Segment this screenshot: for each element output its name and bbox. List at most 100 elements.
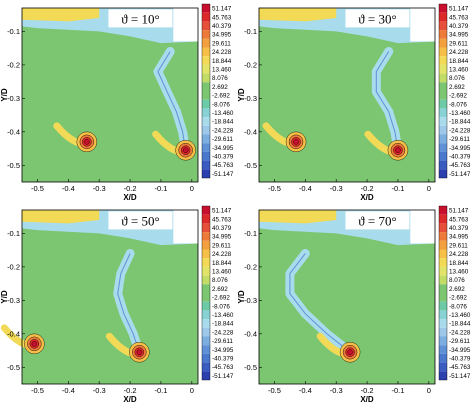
colorbar-swatch [439, 108, 447, 118]
vortex-core [293, 139, 299, 145]
colorbar-swatch [439, 232, 447, 241]
x-tick-label: -0.2 [361, 386, 374, 395]
colorbar-label: 18.844 [212, 260, 232, 267]
y-axis-label: Y/D [237, 290, 246, 304]
colorbar-swatch [202, 99, 210, 109]
x-tick-label: -0.3 [330, 386, 343, 395]
colorbar-label: 29.611 [212, 242, 231, 249]
colorbar-label: -8.076 [449, 101, 467, 108]
vortex-sheet-contour [117, 253, 140, 353]
colorbar-swatch [202, 125, 210, 135]
colorbar-label: 29.611 [449, 40, 468, 47]
x-tick-label: 0 [427, 184, 431, 193]
y-tick-label: -0.2 [244, 262, 257, 271]
colorbar-label: -51.147 [212, 373, 234, 380]
y-tick-label: -0.3 [244, 94, 257, 103]
colorbar-swatch [439, 143, 447, 152]
contour-plot: -0.5 -0.4 -0.3 -0.2 -0.1 0 -0.1 -0.2 -0.3 -0.4 -0.… [237, 3, 471, 202]
angle-label: ϑ = 50° [121, 213, 159, 228]
colorbar-label: 45.763 [449, 14, 469, 21]
colorbar-swatch [439, 125, 447, 135]
colorbar-swatch [439, 214, 447, 224]
x-tick-label: 0 [190, 386, 194, 395]
vorticity-panel-70deg: -0.5 -0.4 -0.3 -0.2 -0.1 0 -0.1 -0.2 -0.3 -0.4 -0.… [237, 202, 474, 404]
colorbar-swatch [439, 275, 447, 285]
colorbar-label: 24.228 [449, 49, 469, 56]
colorbar-swatch [202, 21, 210, 31]
y-axis-label: Y/D [0, 290, 9, 304]
colorbar-swatch [202, 160, 210, 170]
colorbar-swatch [439, 371, 447, 380]
colorbar-label: 34.995 [449, 32, 469, 39]
colorbar-swatch [439, 266, 447, 276]
colorbar-label: 2.692 [449, 286, 465, 293]
colorbar-label: -2.692 [449, 295, 467, 302]
x-tick-label: -0.1 [154, 184, 167, 193]
colorbar-label: -13.460 [212, 110, 234, 117]
colorbar-label: 51.147 [449, 6, 469, 13]
colorbar-label: 8.076 [449, 75, 465, 82]
colorbar-swatch [202, 327, 210, 337]
colorbar-label: -13.460 [449, 110, 471, 117]
colorbar-swatch [439, 91, 447, 100]
x-axis-label: X/D [123, 395, 137, 404]
colorbar-label: -24.228 [449, 329, 471, 336]
angle-label: ϑ = 30° [358, 11, 396, 26]
colorbar-swatch [439, 336, 447, 346]
colorbar-swatch [202, 240, 210, 250]
vortex-core [347, 349, 353, 355]
colorbar-swatch [202, 134, 210, 144]
colorbar-swatch [202, 353, 210, 363]
colorbar-label: 40.379 [212, 23, 232, 30]
colorbar-swatch [202, 214, 210, 224]
x-tick-label: -0.3 [93, 184, 106, 193]
colorbar-swatch [439, 160, 447, 170]
colorbar-swatch [202, 371, 210, 380]
vorticity-panel-10deg: -0.5 -0.4 -0.3 -0.2 -0.1 0 -0.1 -0.2 -0.3 -0.4 -0.… [0, 0, 237, 202]
colorbar-label: -29.611 [449, 338, 470, 345]
colorbar-swatch [439, 353, 447, 363]
colorbar-label: 34.995 [212, 234, 232, 241]
colorbar-label: 51.147 [449, 208, 469, 215]
colorbar-label: 2.692 [449, 84, 465, 91]
colorbar-label: -45.763 [449, 162, 471, 169]
colorbar-swatch [439, 345, 447, 354]
colorbar-label: 8.076 [212, 75, 228, 82]
vortex-core [31, 341, 38, 347]
y-tick-label: -0.4 [244, 329, 257, 338]
y-tick-label: -0.4 [244, 127, 257, 136]
x-tick-label: -0.5 [31, 386, 44, 395]
vortex-sheet-contour [157, 51, 187, 151]
x-axis-label: X/D [360, 193, 374, 202]
angle-label: ϑ = 10° [121, 11, 159, 26]
colorbar-label: 29.611 [212, 40, 231, 47]
x-tick-label: -0.4 [299, 184, 312, 193]
colorbar-swatch [202, 143, 210, 152]
positive-region [22, 210, 100, 224]
colorbar-swatch [202, 275, 210, 285]
colorbar-swatch [202, 284, 210, 293]
plot-frame [21, 209, 199, 385]
colorbar-label: 2.692 [212, 286, 228, 293]
x-tick-label: -0.3 [330, 184, 343, 193]
colorbar-label: -13.460 [212, 312, 234, 319]
positive-region [22, 8, 100, 22]
vortex-core [84, 139, 90, 145]
y-axis-label: Y/D [0, 88, 9, 102]
y-tick-label: -0.3 [7, 296, 20, 305]
colorbar-swatch [439, 21, 447, 31]
colorbar-label: -45.763 [212, 364, 234, 371]
colorbar-swatch [439, 4, 447, 13]
colorbar-label: -45.763 [449, 364, 471, 371]
colorbar-label: 18.844 [212, 58, 232, 65]
colorbar-label: -13.460 [449, 312, 471, 319]
angle-label-box [108, 9, 173, 28]
vorticity-panel-30deg: -0.5 -0.4 -0.3 -0.2 -0.1 0 -0.1 -0.2 -0.3 -0.4 -0.… [237, 0, 474, 202]
x-tick-label: -0.5 [268, 184, 281, 193]
vortex-core [395, 147, 401, 153]
y-tick-label: -0.1 [244, 229, 257, 238]
colorbar-label: -34.995 [212, 347, 234, 354]
colorbar-swatch [439, 310, 447, 320]
angle-label-box [108, 211, 173, 230]
colorbar-swatch [202, 266, 210, 276]
